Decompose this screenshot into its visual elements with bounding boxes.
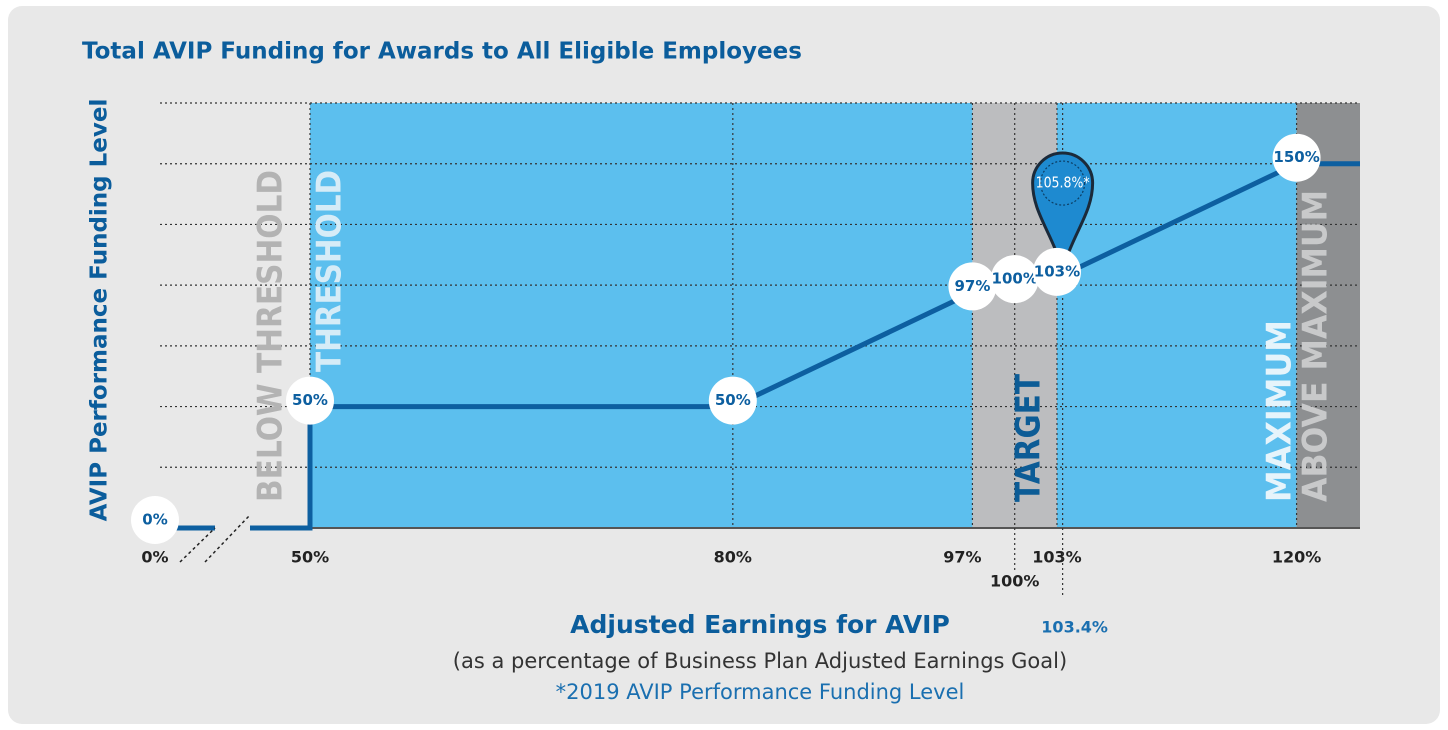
point-label: 0% — [142, 511, 167, 529]
point — [1272, 133, 1321, 182]
band — [1056, 103, 1297, 528]
point-label: 50% — [715, 391, 751, 409]
x-tick-label: 120% — [1272, 548, 1321, 567]
region-label: ABOVE MAXIMUM — [1296, 190, 1336, 502]
x-tick-label: 103% — [1032, 548, 1081, 567]
point-label: 100% — [992, 270, 1038, 288]
x-tick-label: 0% — [141, 548, 168, 567]
band — [310, 103, 973, 528]
axis-break — [179, 514, 251, 563]
y-axis-label: AVIP Performance Funding Level — [87, 99, 113, 522]
chart-title: Total AVIP Funding for Awards to All Eli… — [82, 39, 802, 65]
point — [708, 376, 757, 425]
x-tick-label: 103.4% — [1041, 618, 1108, 637]
pin-marker — [1031, 151, 1095, 277]
point — [948, 262, 997, 311]
point-label: 103% — [1034, 262, 1080, 280]
point — [286, 376, 334, 425]
pin-ring — [1040, 160, 1086, 206]
x-tick-label: 50% — [291, 548, 329, 567]
region-label: TARGET — [1009, 373, 1049, 502]
point-label: 50% — [292, 391, 328, 409]
point — [1032, 247, 1081, 296]
footnote: *2019 AVIP Performance Funding Level — [556, 680, 965, 704]
x-tick-label: 100% — [990, 572, 1039, 591]
point-label: 150% — [1273, 148, 1319, 166]
x-tick-label: 97% — [943, 548, 981, 567]
region-label: THRESHOLD — [310, 170, 350, 372]
point — [131, 496, 179, 544]
point — [990, 255, 1039, 304]
subtitle: (as a percentage of Business Plan Adjust… — [453, 649, 1067, 673]
x-tick-label: 80% — [714, 548, 752, 567]
point-label: 97% — [954, 277, 990, 295]
region-label: BELOW THRESHOLD — [251, 170, 291, 502]
x-axis-label: Adjusted Earnings for AVIP — [570, 610, 950, 639]
pin-label: 105.8%* — [1036, 174, 1090, 192]
region-label: MAXIMUM — [1260, 320, 1300, 502]
